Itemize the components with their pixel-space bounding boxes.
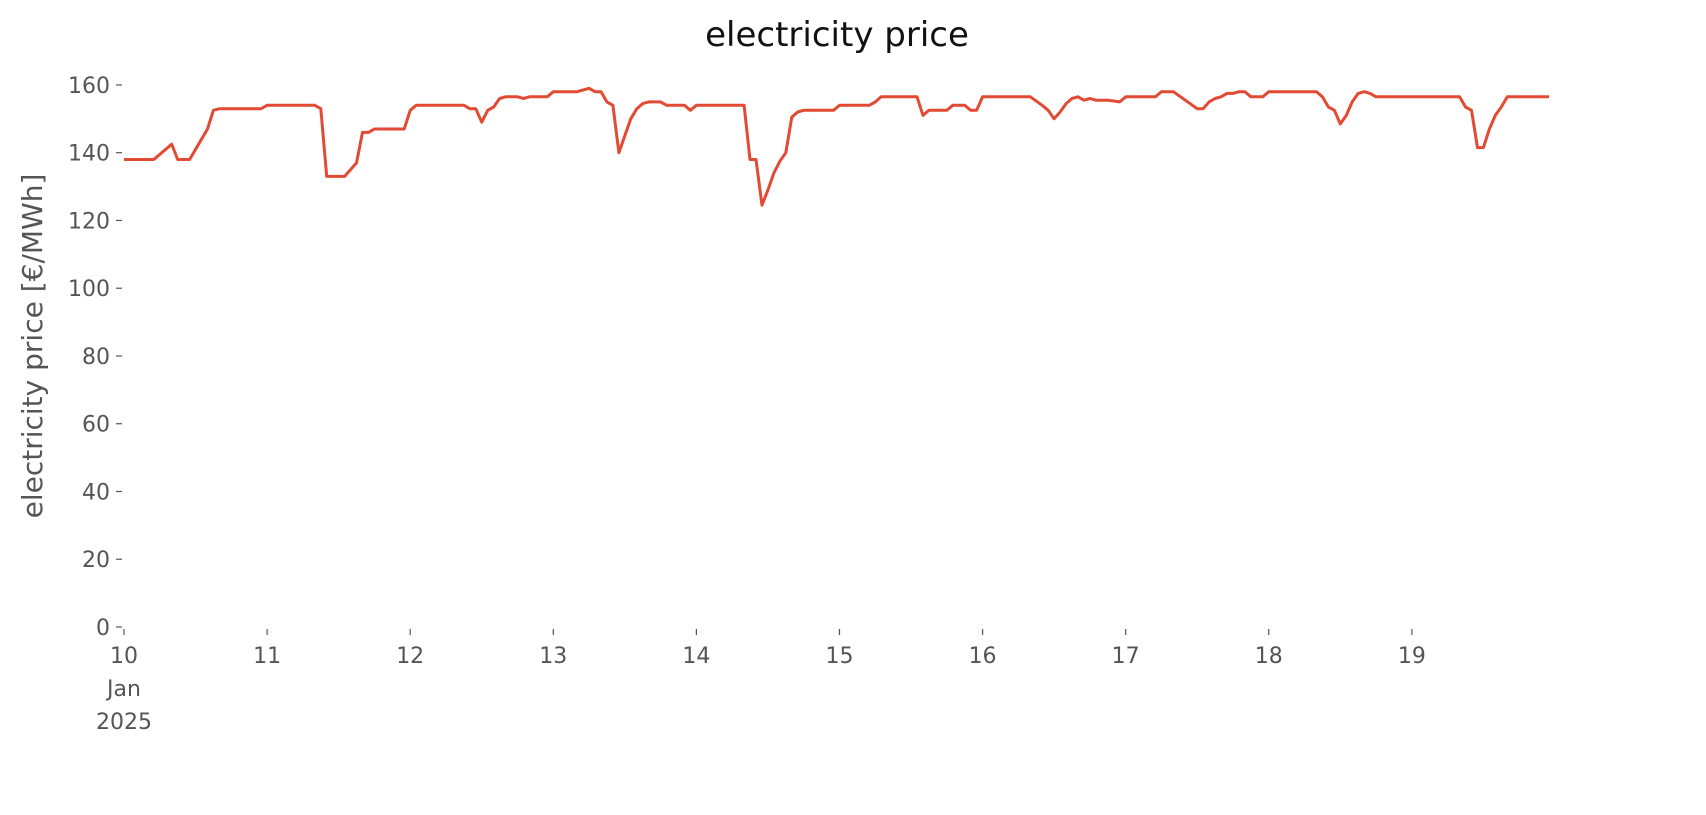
x-tick-label: 11	[253, 644, 281, 669]
x-tick-label: 17	[1112, 644, 1140, 669]
y-tick-label: 60	[82, 413, 110, 438]
x-tick-label: 14	[682, 644, 710, 669]
x-tick-label: 13	[539, 644, 567, 669]
y-tick-label: 100	[68, 277, 110, 302]
x-tick-label: 18	[1255, 644, 1283, 669]
y-tick-label: 140	[68, 142, 110, 167]
x-tick-label: 10 Jan 2025	[96, 644, 152, 735]
x-tick-label: 19	[1398, 644, 1426, 669]
y-tick-label: 0	[96, 616, 110, 641]
x-tick-label: 12	[396, 644, 424, 669]
y-tick-label: 20	[82, 548, 110, 573]
y-tick-label: 40	[82, 480, 110, 505]
y-tick-label: 80	[82, 345, 110, 370]
y-axis-label: electricity price [€/MWh]	[16, 174, 49, 519]
price-line	[124, 86, 1549, 207]
y-tick-label: 160	[68, 74, 110, 99]
chart-title: electricity price	[705, 15, 969, 55]
x-tick-label: 15	[825, 644, 853, 669]
x-tick-label: 16	[969, 644, 997, 669]
y-tick-label: 120	[68, 209, 110, 234]
